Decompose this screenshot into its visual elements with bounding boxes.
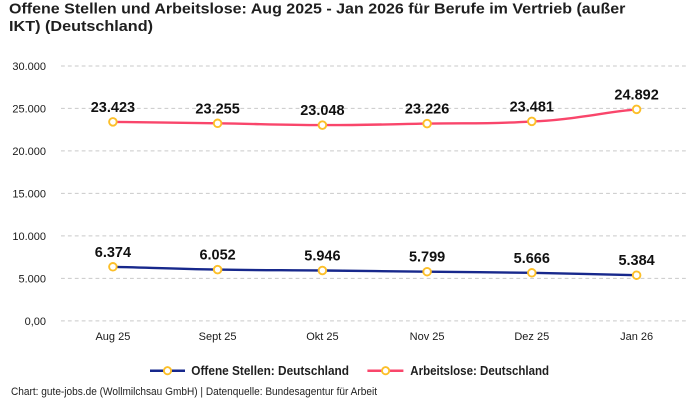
svg-text:23.481: 23.481 xyxy=(510,99,554,115)
svg-text:IKT) (Deutschland): IKT) (Deutschland) xyxy=(9,18,153,35)
svg-text:5.666: 5.666 xyxy=(514,251,550,267)
svg-text:Arbeitslose: Deutschland: Arbeitslose: Deutschland xyxy=(410,363,549,378)
svg-text:23.255: 23.255 xyxy=(195,101,239,117)
svg-text:5.384: 5.384 xyxy=(618,253,654,269)
svg-text:24.892: 24.892 xyxy=(614,87,658,103)
svg-text:Jan 26: Jan 26 xyxy=(620,331,653,343)
svg-text:5.799: 5.799 xyxy=(409,250,445,266)
svg-text:Dez 25: Dez 25 xyxy=(514,331,549,343)
svg-text:0,00: 0,00 xyxy=(25,316,46,328)
svg-text:Chart: gute-jobs.de (Wollmilch: Chart: gute-jobs.de (Wollmilchsau GmbH) … xyxy=(11,386,377,398)
svg-text:6.052: 6.052 xyxy=(199,248,235,264)
svg-text:Nov 25: Nov 25 xyxy=(410,331,445,343)
svg-text:5.000: 5.000 xyxy=(18,273,46,285)
svg-text:23.048: 23.048 xyxy=(300,103,344,119)
svg-text:6.374: 6.374 xyxy=(95,245,131,261)
svg-text:Aug 25: Aug 25 xyxy=(95,331,130,343)
svg-text:Offene Stellen: Deutschland: Offene Stellen: Deutschland xyxy=(191,363,349,378)
svg-text:30.000: 30.000 xyxy=(12,61,46,73)
svg-text:23.423: 23.423 xyxy=(91,100,135,116)
svg-text:Offene Stellen und Arbeitslose: Offene Stellen und Arbeitslose: Aug 2025… xyxy=(9,1,626,18)
svg-text:23.226: 23.226 xyxy=(405,102,449,118)
svg-text:5.946: 5.946 xyxy=(304,249,340,265)
svg-text:10.000: 10.000 xyxy=(12,231,46,243)
svg-text:15.000: 15.000 xyxy=(12,188,46,200)
svg-text:Sept 25: Sept 25 xyxy=(199,331,237,343)
svg-text:20.000: 20.000 xyxy=(12,146,46,158)
svg-text:25.000: 25.000 xyxy=(12,103,46,115)
svg-text:Okt 25: Okt 25 xyxy=(306,331,338,343)
